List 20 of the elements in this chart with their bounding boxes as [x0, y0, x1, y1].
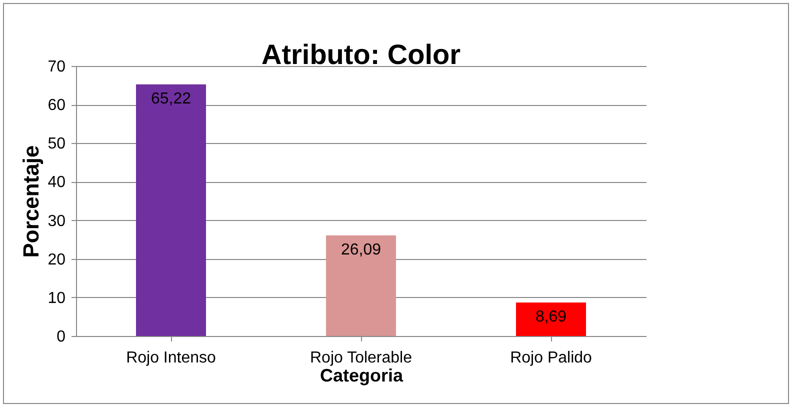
y-tick-label: 10 [48, 290, 66, 307]
data-label: 65,22 [150, 90, 192, 108]
bar [136, 84, 206, 336]
x-tick-label: Rojo Tolerable [310, 350, 412, 366]
y-tick-label: 30 [48, 212, 66, 230]
y-axis-title: Porcentaje [18, 145, 44, 258]
x-axis-title: Categoria [320, 366, 404, 386]
y-tick-label: 20 [48, 251, 66, 268]
x-tick-label: Rojo Palido [510, 350, 592, 366]
y-tick-label: 0 [56, 328, 66, 346]
bar [326, 235, 396, 336]
y-tick-label: 70 [48, 58, 66, 76]
y-tick-label: 40 [48, 174, 66, 192]
y-tick-label: 60 [48, 97, 66, 114]
data-label: 8,69 [535, 308, 567, 326]
chart-title: Atributo: Color [261, 39, 461, 70]
data-label: 26,09 [340, 241, 382, 258]
y-tick-label: 50 [48, 136, 66, 153]
x-tick-label: Rojo Intenso [126, 350, 216, 366]
bar [516, 302, 586, 336]
